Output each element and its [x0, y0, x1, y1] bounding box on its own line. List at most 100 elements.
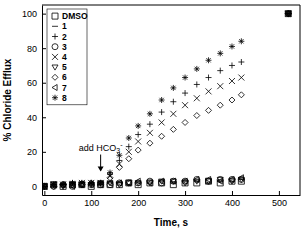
x-tick-label: 400 — [225, 198, 240, 208]
legend-marker — [52, 54, 58, 60]
point — [135, 138, 141, 144]
point — [42, 183, 47, 189]
y-axis-title: % Chloride Efflux — [2, 58, 13, 141]
point — [60, 182, 66, 188]
point — [170, 126, 176, 132]
point — [238, 59, 244, 65]
point — [42, 183, 47, 189]
point — [238, 92, 244, 98]
point — [126, 144, 132, 150]
point — [229, 62, 235, 68]
x-tick-mark — [91, 191, 92, 195]
x-tick: 200 — [131, 191, 146, 208]
point — [182, 178, 187, 184]
legend-label: DMSO — [62, 11, 88, 21]
x-tick: 100 — [84, 191, 99, 208]
y-tick-label: 40 — [27, 113, 37, 123]
point — [285, 11, 291, 17]
point — [194, 66, 200, 72]
point — [60, 182, 66, 188]
point — [217, 102, 223, 108]
point — [51, 182, 57, 188]
point — [206, 57, 212, 63]
y-tick-mark — [42, 48, 46, 49]
point — [135, 132, 141, 138]
x-tick-mark — [232, 191, 233, 195]
legend-marker — [52, 95, 58, 101]
point — [98, 180, 104, 186]
point — [238, 175, 243, 181]
point — [182, 119, 188, 125]
x-tick-mark — [279, 191, 280, 195]
point — [285, 11, 291, 17]
point — [147, 121, 153, 127]
annotation-arrowhead — [98, 167, 104, 172]
point — [51, 182, 57, 188]
legend-label: 6 — [62, 72, 67, 82]
point — [79, 180, 85, 186]
point — [51, 182, 57, 188]
point — [79, 180, 85, 186]
frame-right — [300, 5, 301, 195]
y-tick-label: 100 — [22, 9, 37, 19]
x-tick: 0 — [42, 191, 47, 208]
point — [69, 180, 75, 186]
point — [126, 180, 132, 186]
x-tick: 500 — [272, 191, 287, 208]
point — [60, 182, 66, 188]
y-tick-label: 60 — [27, 78, 37, 88]
point — [182, 75, 188, 81]
point — [159, 119, 165, 125]
legend-box — [47, 9, 87, 105]
x-axis-line — [43, 195, 301, 196]
point — [116, 157, 122, 163]
x-tick: 300 — [178, 191, 193, 208]
point — [135, 147, 141, 153]
annotation: add HCO3- — [79, 141, 123, 154]
point — [60, 182, 66, 188]
point — [126, 156, 132, 162]
point — [79, 180, 85, 186]
point — [170, 179, 176, 184]
point — [217, 50, 223, 56]
point — [217, 83, 223, 89]
legend-label: 4 — [62, 52, 67, 62]
point — [126, 180, 132, 186]
point — [88, 180, 94, 186]
point — [51, 182, 57, 188]
point — [107, 170, 113, 176]
point — [147, 111, 153, 117]
point — [285, 11, 291, 17]
y-tick: 60 — [27, 78, 46, 88]
point — [170, 178, 176, 184]
point — [159, 133, 165, 139]
y-tick: 80 — [27, 44, 46, 54]
point — [229, 43, 235, 49]
point — [147, 130, 153, 136]
point — [238, 38, 244, 44]
point — [147, 180, 152, 186]
point — [42, 183, 46, 189]
point — [51, 182, 56, 188]
x-axis-title: Time, s — [154, 217, 189, 228]
point — [217, 178, 222, 184]
point — [182, 102, 188, 108]
legend-label: 2 — [62, 32, 67, 42]
point — [98, 180, 104, 186]
point — [229, 176, 234, 182]
point — [194, 95, 200, 101]
point — [147, 181, 153, 186]
y-tick-label: 20 — [27, 147, 37, 157]
legend: DMSO12345678 — [47, 9, 88, 105]
legend-label: 5 — [62, 62, 67, 72]
point — [42, 183, 47, 189]
point — [206, 88, 212, 94]
x-tick-label: 300 — [178, 198, 193, 208]
legend-marker — [52, 34, 58, 40]
point — [69, 180, 75, 186]
y-tick: 40 — [27, 113, 46, 123]
y-tick: 20 — [27, 147, 46, 157]
x-tick-label: 100 — [84, 198, 99, 208]
point — [159, 179, 165, 184]
point — [60, 182, 65, 188]
